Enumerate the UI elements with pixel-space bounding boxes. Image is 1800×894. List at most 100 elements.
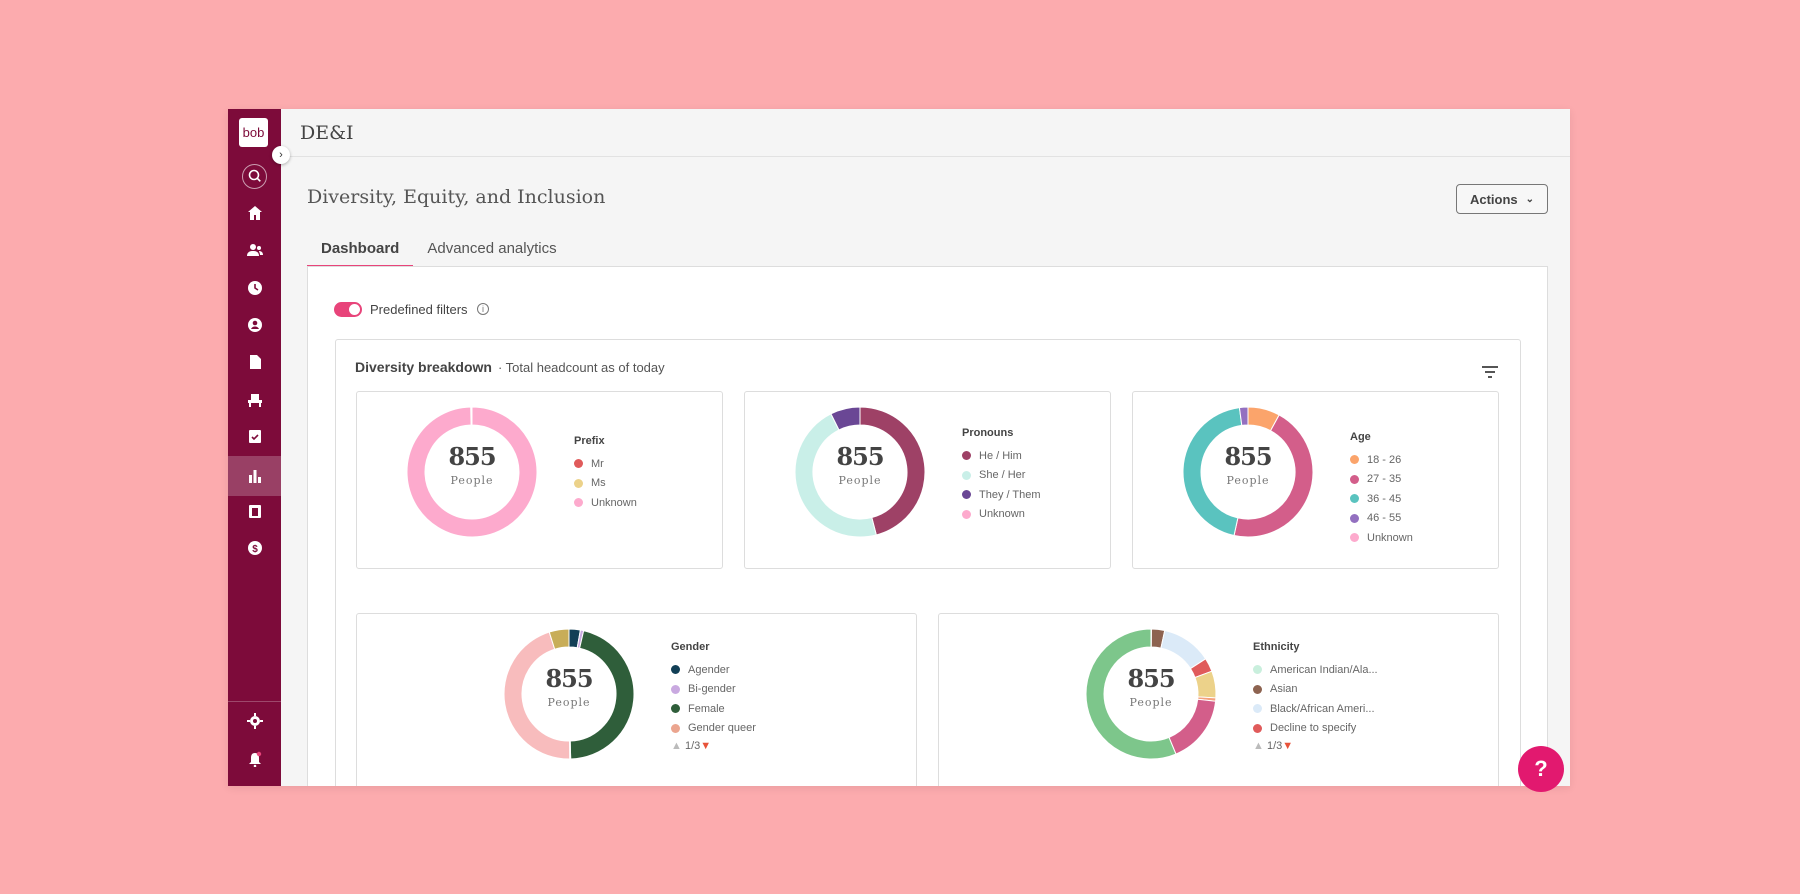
legend-item[interactable]: 46 - 55 xyxy=(1350,509,1413,529)
sidebar-item-compensation[interactable]: $ xyxy=(228,530,281,566)
legend-item[interactable]: Ms xyxy=(574,474,637,494)
sidebar-item-profile[interactable] xyxy=(228,307,281,343)
legend-item[interactable]: Black/African Ameri... xyxy=(1253,699,1378,719)
section-subtitle: · Total headcount as of today xyxy=(497,360,665,375)
legend-item[interactable]: Unknown xyxy=(962,505,1041,525)
donut-segment-he-him[interactable] xyxy=(859,406,926,536)
donut-segment-she-her[interactable] xyxy=(794,413,877,538)
donut-segment-unknown[interactable] xyxy=(406,406,538,538)
donut-segment-female[interactable] xyxy=(569,630,635,760)
legend-pager: ▲ 1/3▼ xyxy=(1253,740,1378,752)
chart-card-gender: 855 People Gender Agender Bi-gender Female Gen… xyxy=(356,613,917,786)
legend-item[interactable]: Female xyxy=(671,699,756,719)
legend-item[interactable]: They / Them xyxy=(962,485,1041,505)
legend-label: 18 - 26 xyxy=(1367,453,1402,466)
donut-chart xyxy=(503,628,635,760)
chart-card-age: 855 People Age 18 - 26 27 - 35 36 - 45 46 - 55… xyxy=(1132,391,1499,569)
legend-title: Pronouns xyxy=(962,427,1014,439)
legend-dot xyxy=(671,665,680,675)
gear-icon xyxy=(246,713,263,729)
page-up-icon[interactable]: ▲ xyxy=(671,740,682,752)
legend-item[interactable]: Decline to specify xyxy=(1253,719,1378,739)
bell-icon xyxy=(248,751,261,767)
expand-sidebar-button[interactable]: › xyxy=(272,146,290,164)
chart-card-ethnicity: 855 People Ethnicity American Indian/Ala...… xyxy=(938,613,1499,786)
legend-dot xyxy=(671,684,680,694)
donut-segment-46-55[interactable] xyxy=(1238,406,1249,426)
donut-segment-segment[interactable] xyxy=(1168,698,1217,755)
sidebar-item-documents[interactable] xyxy=(228,344,281,380)
svg-text:$: $ xyxy=(252,544,258,555)
page-up-icon[interactable]: ▲ xyxy=(1253,740,1264,752)
legend-page: 1/3 xyxy=(1266,740,1283,752)
search-button[interactable] xyxy=(228,158,281,194)
legend-item[interactable]: Bi-gender xyxy=(671,680,756,700)
page-down-icon[interactable]: ▼ xyxy=(1282,740,1294,752)
donut-segment-they-them[interactable] xyxy=(830,406,861,431)
legend-dot xyxy=(962,490,971,500)
legend-item[interactable]: 36 - 45 xyxy=(1350,489,1413,509)
tab-advanced-analytics[interactable]: Advanced analytics xyxy=(427,240,557,257)
legend-dot xyxy=(1253,665,1262,675)
legend-item[interactable]: 27 - 35 xyxy=(1350,470,1413,490)
legend-label: American Indian/Ala... xyxy=(1270,663,1378,676)
legend-title: Gender xyxy=(671,641,710,653)
sidebar-item-home[interactable] xyxy=(228,195,281,231)
sidebar-item-settings[interactable] xyxy=(228,703,281,739)
legend-dot xyxy=(962,509,971,519)
chart-card-prefix: 855 People Prefix Mr Ms Unknown xyxy=(356,391,723,569)
donut-segment-segment[interactable] xyxy=(503,631,571,760)
legend-item[interactable]: Unknown xyxy=(1350,528,1413,548)
legend-item[interactable]: She / Her xyxy=(962,466,1041,486)
chevron-right-icon: › xyxy=(279,149,283,161)
filter-icon[interactable] xyxy=(1482,366,1498,381)
donut-segment-segment[interactable] xyxy=(1085,628,1177,760)
legend-dot xyxy=(1350,455,1359,465)
chart-legend: Pronouns He / Him She / Her They / Them Unkn… xyxy=(962,427,1041,524)
legend-dot xyxy=(1350,494,1359,504)
legend-item[interactable]: American Indian/Ala... xyxy=(1253,660,1378,680)
legend-label: 46 - 55 xyxy=(1367,512,1402,525)
legend-item[interactable]: 18 - 26 xyxy=(1350,450,1413,470)
legend-label: Ms xyxy=(591,477,606,490)
legend-title: Age xyxy=(1350,431,1371,443)
donut-segment-27-35[interactable] xyxy=(1233,414,1314,538)
legend-dot xyxy=(1253,684,1262,694)
sidebar: bob $ xyxy=(228,109,281,786)
tab-dashboard[interactable]: Dashboard xyxy=(307,240,414,267)
chart-legend: Prefix Mr Ms Unknown xyxy=(574,435,637,513)
legend-pager: ▲ 1/3▼ xyxy=(671,740,756,752)
legend-item[interactable]: Gender queer xyxy=(671,719,756,739)
sidebar-item-payroll[interactable] xyxy=(228,493,281,529)
legend-label: Gender queer xyxy=(688,722,756,735)
sidebar-item-notifications[interactable] xyxy=(228,741,281,777)
sidebar-item-tasks[interactable] xyxy=(228,418,281,454)
donut-segment-36-45[interactable] xyxy=(1182,407,1243,537)
sidebar-item-analytics[interactable] xyxy=(228,456,281,496)
donut-chart xyxy=(1182,406,1314,538)
chevron-down-icon: ⌄ xyxy=(1525,193,1535,205)
page-down-icon[interactable]: ▼ xyxy=(700,740,712,752)
legend-item[interactable]: Mr xyxy=(574,454,637,474)
predefined-filters-toggle[interactable] xyxy=(334,302,362,317)
sidebar-item-onboarding[interactable] xyxy=(228,382,281,418)
donut-segment-segment[interactable] xyxy=(548,628,570,650)
help-button[interactable]: ? xyxy=(1518,746,1564,792)
legend-title: Prefix xyxy=(574,435,605,447)
legend-item[interactable]: Asian xyxy=(1253,680,1378,700)
legend-item[interactable]: He / Him xyxy=(962,446,1041,466)
sidebar-item-time[interactable] xyxy=(228,270,281,306)
search-icon xyxy=(242,163,267,189)
legend-title: Ethnicity xyxy=(1253,641,1300,653)
info-icon[interactable]: i xyxy=(477,303,489,315)
legend-label: 27 - 35 xyxy=(1367,473,1402,486)
legend-item[interactable]: Unknown xyxy=(574,493,637,513)
actions-button[interactable]: Actions ⌄ xyxy=(1456,184,1548,214)
sidebar-item-people[interactable] xyxy=(228,232,281,268)
bob-logo[interactable]: bob xyxy=(239,118,268,147)
legend-label: Unknown xyxy=(979,508,1025,521)
legend-item[interactable]: Agender xyxy=(671,660,756,680)
legend-page: 1/3 xyxy=(684,740,701,752)
legend-label: Black/African Ameri... xyxy=(1270,702,1375,715)
legend-dot xyxy=(574,498,583,508)
